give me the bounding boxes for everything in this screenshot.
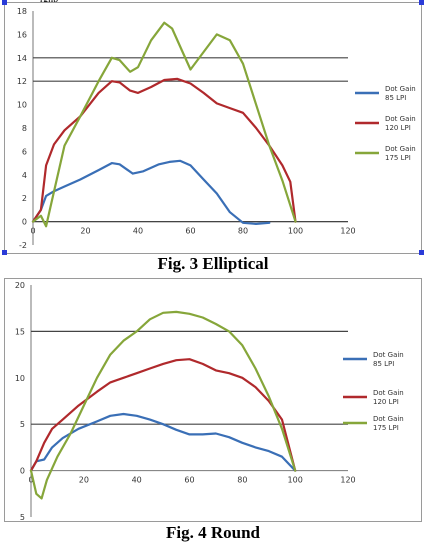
selection-handle-bottom-left[interactable] <box>2 250 7 255</box>
y-tick-label: 5 <box>20 513 25 521</box>
legend-label: Dot Gain <box>385 145 416 153</box>
series-line <box>31 77 297 223</box>
y-tick-label: 4 <box>22 171 27 180</box>
x-tick-label: 60 <box>185 227 195 236</box>
y-tick-label: 14 <box>17 54 27 63</box>
series-line <box>29 310 297 500</box>
selection-handle-bottom-right[interactable] <box>419 250 424 255</box>
y-tick-label: 8 <box>22 124 27 133</box>
legend-label: 175 LPI <box>373 424 399 432</box>
legend-label: 175 LPI <box>385 154 411 162</box>
legend-label: 120 LPI <box>373 398 399 406</box>
series-line <box>31 159 271 225</box>
x-tick-label: 100 <box>288 227 303 236</box>
legend-label: Dot Gain <box>373 415 404 423</box>
figure-caption: Fig. 3 Elliptical <box>157 254 269 273</box>
legend-label: 85 LPI <box>385 94 406 102</box>
x-tick-label: 40 <box>132 476 142 485</box>
selection-handle-top-right[interactable] <box>419 0 424 5</box>
y-tick-label: 6 <box>22 147 27 156</box>
figure-caption: Fig. 4 Round <box>166 523 260 542</box>
x-tick-label: 80 <box>238 227 248 236</box>
y-tick-label: 15 <box>15 327 25 336</box>
legend-label: Dot Gain <box>385 85 416 93</box>
chart-elliptical: -2024681012141618020406080100120Dot Gain… <box>17 7 416 250</box>
selection-handle-top-left[interactable] <box>2 0 7 5</box>
legend-label: 120 LPI <box>385 124 411 132</box>
y-tick-label: 10 <box>15 374 25 383</box>
y-tick-label: 0 <box>22 218 27 227</box>
x-tick-label: 20 <box>80 227 90 236</box>
legend-label: Dot Gain <box>373 389 404 397</box>
legend-label: Dot Gain <box>373 351 404 359</box>
x-tick-label: 120 <box>340 227 355 236</box>
x-tick-label: 40 <box>133 227 143 236</box>
y-tick-label: 5 <box>20 420 25 429</box>
y-tick-label: 20 <box>15 281 25 290</box>
y-tick-label: 2 <box>22 194 27 203</box>
y-tick-label: 12 <box>17 77 27 86</box>
y-tick-label: 0 <box>20 467 25 476</box>
x-tick-label: 60 <box>184 476 194 485</box>
chart-frame: -2024681012141618020406080100120Dot Gain… <box>4 2 422 254</box>
x-tick-label: 120 <box>340 476 355 485</box>
series-line <box>31 21 297 228</box>
x-tick-label: 20 <box>79 476 89 485</box>
y-tick-label: 10 <box>17 101 27 110</box>
figure-elliptical: -2024681012141618020406080100120Dot Gain… <box>2 0 424 273</box>
series-line <box>29 412 297 472</box>
y-tick-label: -2 <box>19 241 27 250</box>
y-tick-label: 16 <box>17 30 27 39</box>
legend-label: Dot Gain <box>385 115 416 123</box>
x-tick-label: 100 <box>288 476 303 485</box>
legend-label: 85 LPI <box>373 360 394 368</box>
series-line <box>29 358 297 472</box>
x-tick-label: 80 <box>237 476 247 485</box>
y-tick-label: 18 <box>17 7 27 16</box>
